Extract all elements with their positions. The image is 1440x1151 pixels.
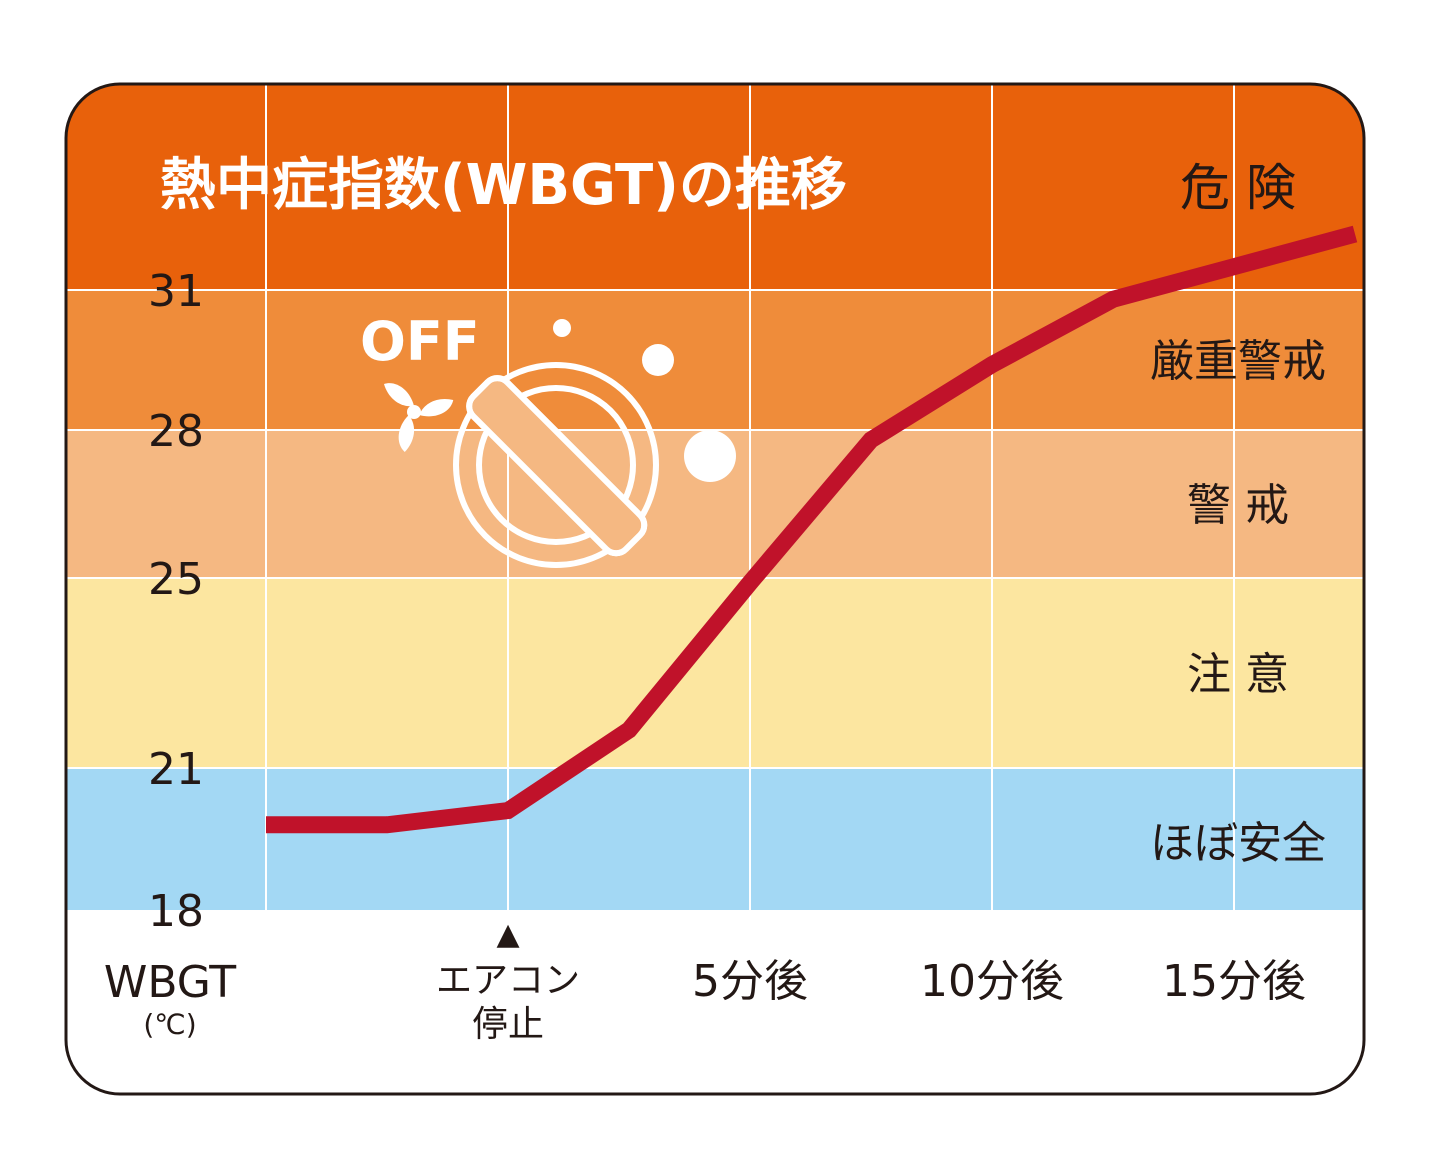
chart-title: 熱中症指数(WBGT)の推移 [160, 153, 847, 218]
y-tick-label: 25 [148, 554, 204, 605]
triangle-marker: ▲ [496, 917, 519, 952]
zone-band [66, 84, 1364, 290]
y-axis-label: WBGT [104, 957, 236, 1008]
y-tick-labels: 31 28 25 21 18 [148, 266, 204, 937]
zone-band [66, 768, 1364, 910]
zone-label: 注 意 [1187, 649, 1289, 700]
y-tick-label: 18 [148, 886, 204, 937]
off-label: OFF [360, 310, 480, 373]
zone-label: ほぼ安全 [1150, 818, 1326, 869]
y-tick-label: 31 [148, 266, 204, 317]
zone-label: 危 険 [1180, 159, 1296, 217]
y-tick-label: 28 [148, 406, 204, 457]
aircon-off-icon: OFF [360, 310, 736, 568]
bubble-icons [553, 319, 736, 482]
zone-label: 厳重警戒 [1150, 336, 1326, 387]
fan-icon [384, 383, 454, 452]
zone-band [66, 578, 1364, 768]
y-tick-label: 21 [148, 744, 204, 795]
chart-frame [64, 82, 1366, 1096]
vertical-gridlines [265, 84, 1235, 910]
x-tick-label: エアコン [436, 960, 580, 1001]
x-tick-label: 5分後 [692, 956, 808, 1007]
x-tick-label: 10分後 [920, 956, 1064, 1007]
zone-band [66, 290, 1364, 430]
zone-label: 警 戒 [1187, 480, 1289, 531]
series-group [266, 225, 1358, 834]
knob-icon [453, 362, 659, 568]
series-line [266, 225, 1358, 834]
y-axis-unit: (℃) [143, 1008, 196, 1041]
x-tick-label: 15分後 [1162, 956, 1306, 1007]
x-tick-label-line2: 停止 [472, 1004, 544, 1045]
